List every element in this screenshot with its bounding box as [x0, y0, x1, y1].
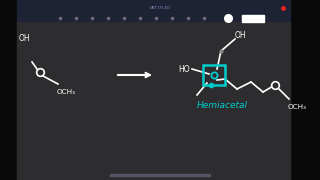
Text: OCH₃: OCH₃	[57, 89, 76, 95]
Text: OCH₃: OCH₃	[288, 104, 307, 110]
Text: OH: OH	[235, 30, 247, 39]
Bar	[110, 174, 210, 176]
Bar	[17, 22, 290, 180]
Bar	[17, 0, 290, 22]
Bar	[242, 15, 264, 21]
Bar	[203, 65, 225, 85]
Bar	[290, 0, 320, 180]
Text: OH: OH	[19, 33, 31, 42]
Text: Hemiacetal: Hemiacetal	[197, 101, 248, 110]
Text: UNTITLED: UNTITLED	[149, 6, 171, 10]
Bar	[0, 0, 17, 180]
Text: HO: HO	[178, 64, 190, 73]
